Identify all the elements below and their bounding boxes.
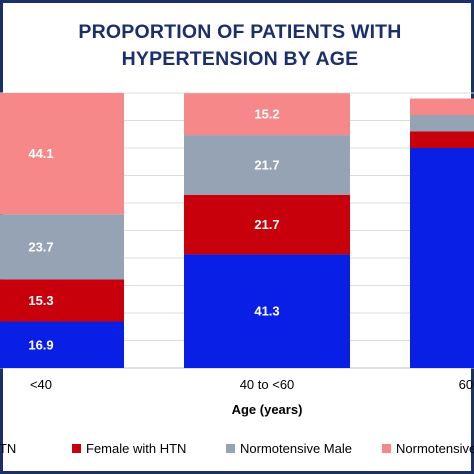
- x-tick-label-1: <40: [30, 377, 52, 392]
- legend-swatch: [382, 444, 391, 453]
- data-label-male-with-htn-1: 16.9: [28, 337, 53, 352]
- data-label-female-with-htn-2: 21.7: [254, 217, 279, 232]
- chart-title-line-2: HYPERTENSION BY AGE: [121, 48, 359, 70]
- data-label-normotensive-male-1: 23.7: [28, 239, 53, 254]
- bar-normotensive-female-1: [0, 93, 124, 215]
- data-label-normotensive-female-2: 15.2: [254, 107, 279, 122]
- x-tick-label-3: 60 and over: [459, 377, 474, 392]
- data-label-normotensive-female-1: 44.1: [28, 146, 53, 161]
- bar-male-with-htn-2: [184, 254, 350, 368]
- legend-item-normotensive-male[interactable]: Normotensive Male: [226, 441, 352, 456]
- bars: [0, 93, 474, 368]
- bar-female-with-htn-1: [0, 279, 124, 322]
- legend-item-female-with-htn[interactable]: Female with HTN: [72, 441, 186, 456]
- legend-label: Normotensive Female: [396, 441, 474, 456]
- data-label-normotensive-male-2: 21.7: [254, 157, 279, 172]
- bar-male-with-htn-3: [410, 148, 474, 368]
- x-tick-label-2: 40 to <60: [240, 377, 295, 392]
- legend-swatch: [226, 444, 235, 453]
- legend-item-normotensive-female[interactable]: Normotensive Female: [382, 441, 474, 456]
- bar-normotensive-male-1: [0, 214, 124, 280]
- bar-normotensive-female-2: [184, 93, 350, 136]
- bar-normotensive-male-2: [184, 135, 350, 195]
- bar-normotensive-male-3: [410, 115, 474, 132]
- chart-title-line-1: PROPORTION OF PATIENTS WITH: [78, 21, 402, 43]
- legend-swatch: [72, 444, 81, 453]
- legend[interactable]: Male with HTN Female with HTN Normotensive…: [0, 441, 474, 456]
- data-label-male-with-htn-2: 41.3: [254, 304, 279, 319]
- x-tick-labels: <40 40 to <60 60 and over: [30, 377, 474, 392]
- legend-item-male-with-htn[interactable]: Male with HTN: [0, 441, 16, 456]
- data-label-female-with-htn-1: 15.3: [28, 293, 53, 308]
- bar-male-with-htn-1: [0, 321, 124, 368]
- x-axis-title: Age (years): [232, 402, 303, 417]
- legend-label: Female with HTN: [86, 441, 186, 456]
- legend-label: Normotensive Male: [240, 441, 352, 456]
- segment-labels: 16.915.323.744.141.321.721.715.280666: [28, 107, 279, 353]
- chart-title: PROPORTION OF PATIENTS WITH HYPERTENSION…: [3, 19, 471, 73]
- bar-normotensive-female-3: [410, 98, 474, 115]
- bar-female-with-htn-2: [184, 194, 350, 255]
- bar-female-with-htn-3: [410, 131, 474, 148]
- legend-label: Male with HTN: [0, 441, 16, 456]
